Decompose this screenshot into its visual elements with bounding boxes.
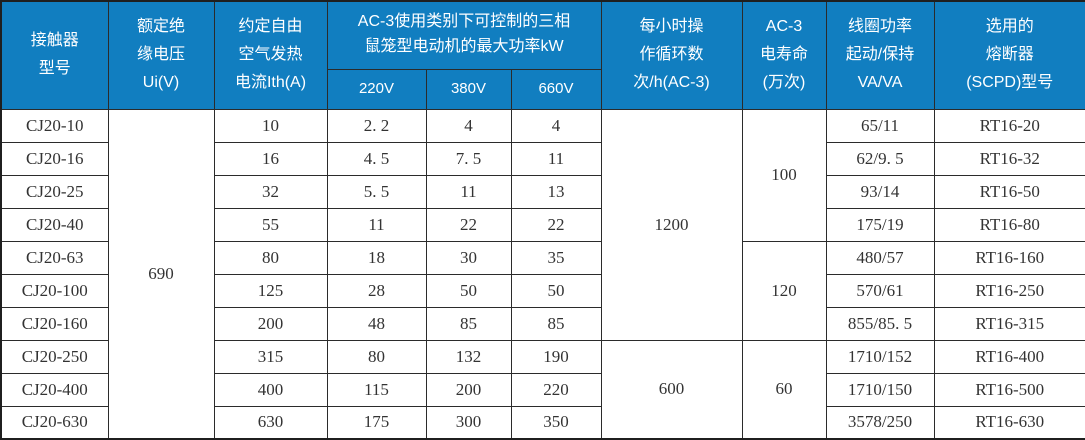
cell-fuse: RT16-250 [933, 273, 1085, 308]
cell-model: CJ20-63 [0, 240, 109, 275]
cell-kw-380v: 85 [425, 306, 512, 341]
cell-kw-660v: 11 [510, 141, 602, 176]
cell-fuse: RT16-630 [933, 405, 1085, 440]
cell-ith: 400 [213, 372, 328, 407]
cell-kw-220v: 48 [326, 306, 427, 341]
cell-kw-220v: 115 [326, 372, 427, 407]
header-operating-cycles: 每小时操 作循环数 次/h(AC-3) [600, 0, 743, 110]
cell-kw-660v: 4 [510, 108, 602, 143]
cell-coil-power: 1710/150 [825, 372, 935, 407]
cell-coil-power: 175/19 [825, 207, 935, 242]
table-row: CJ20-25 32 5. 5 11 13 93/14 RT16-50 [0, 174, 1085, 209]
cell-fuse: RT16-50 [933, 174, 1085, 209]
cell-ith: 315 [213, 339, 328, 374]
cell-kw-380v: 7. 5 [425, 141, 512, 176]
cell-ith: 630 [213, 405, 328, 440]
cell-kw-660v: 190 [510, 339, 602, 374]
table-row: CJ20-16 16 4. 5 7. 5 11 62/9. 5 RT16-32 [0, 141, 1085, 176]
cell-kw-660v: 22 [510, 207, 602, 242]
cell-kw-220v: 11 [326, 207, 427, 242]
cell-model: CJ20-250 [0, 339, 109, 374]
cell-model: CJ20-16 [0, 141, 109, 176]
cell-electrical-life: 100 [741, 108, 827, 242]
cell-coil-power: 855/85. 5 [825, 306, 935, 341]
cell-fuse: RT16-20 [933, 108, 1085, 143]
cell-kw-380v: 50 [425, 273, 512, 308]
cell-kw-660v: 220 [510, 372, 602, 407]
table-row: CJ20-10 690 10 2. 2 4 4 1200 100 65/11 R… [0, 108, 1085, 440]
table-row: CJ20-40 55 11 22 22 175/19 RT16-80 [0, 207, 1085, 242]
header-coil-power: 线圈功率 起动/保持 VA/VA [825, 0, 935, 110]
header-thermal-current: 约定自由 空气发热 电流Ith(A) [213, 0, 328, 110]
cell-model: CJ20-25 [0, 174, 109, 209]
cell-coil-power: 65/11 [825, 108, 935, 143]
cell-kw-380v: 30 [425, 240, 512, 275]
cell-kw-380v: 4 [425, 108, 512, 143]
cell-kw-220v: 28 [326, 273, 427, 308]
cell-operating-cycles: 1200 [600, 108, 743, 341]
cell-kw-380v: 22 [425, 207, 512, 242]
cell-ith: 16 [213, 141, 328, 176]
cell-kw-380v: 132 [425, 339, 512, 374]
cell-kw-660v: 350 [510, 405, 602, 440]
cell-ith: 32 [213, 174, 328, 209]
table-row: CJ20-630 630 175 300 350 3578/250 RT16-6… [0, 405, 1085, 440]
cell-kw-660v: 13 [510, 174, 602, 209]
cell-model: CJ20-10 [0, 108, 109, 143]
cell-fuse: RT16-500 [933, 372, 1085, 407]
cell-fuse: RT16-315 [933, 306, 1085, 341]
header-rated-insulation-voltage: 额定绝 缘电压 Ui(V) [107, 0, 215, 110]
cell-ui-voltage: 690 [107, 108, 215, 440]
cell-ith: 10 [213, 108, 328, 143]
cell-coil-power: 62/9. 5 [825, 141, 935, 176]
header-ac3-electrical-life: AC-3 电寿命 (万次) [741, 0, 827, 110]
cell-model: CJ20-40 [0, 207, 109, 242]
cell-coil-power: 93/14 [825, 174, 935, 209]
cell-model: CJ20-400 [0, 372, 109, 407]
table-body: CJ20-10 690 10 2. 2 4 4 1200 100 65/11 R… [0, 108, 1085, 440]
cell-coil-power: 3578/250 [825, 405, 935, 440]
cell-coil-power: 570/61 [825, 273, 935, 308]
header-660v: 660V [510, 68, 602, 110]
cell-model: CJ20-160 [0, 306, 109, 341]
cell-kw-220v: 2. 2 [326, 108, 427, 143]
cell-ith: 80 [213, 240, 328, 275]
cell-fuse: RT16-400 [933, 339, 1085, 374]
header-fuse-type: 选用的 熔断器 (SCPD)型号 [933, 0, 1085, 110]
table-header: 接触器 型号 额定绝 缘电压 Ui(V) 约定自由 空气发热 电流Ith(A) … [0, 0, 1085, 110]
cell-ith: 200 [213, 306, 328, 341]
cell-model: CJ20-100 [0, 273, 109, 308]
cell-fuse: RT16-160 [933, 240, 1085, 275]
header-380v: 380V [425, 68, 512, 110]
cell-coil-power: 1710/152 [825, 339, 935, 374]
cell-kw-220v: 5. 5 [326, 174, 427, 209]
cell-kw-660v: 35 [510, 240, 602, 275]
cell-fuse: RT16-80 [933, 207, 1085, 242]
cell-kw-220v: 80 [326, 339, 427, 374]
header-220v: 220V [326, 68, 427, 110]
cell-kw-220v: 4. 5 [326, 141, 427, 176]
header-contactor-model: 接触器 型号 [0, 0, 109, 110]
cell-electrical-life: 120 [741, 240, 827, 341]
cell-kw-220v: 175 [326, 405, 427, 440]
table-row: CJ20-160 200 48 85 85 855/85. 5 RT16-315 [0, 306, 1085, 341]
cell-electrical-life: 60 [741, 339, 827, 440]
cell-kw-380v: 300 [425, 405, 512, 440]
cell-fuse: RT16-32 [933, 141, 1085, 176]
cell-model: CJ20-630 [0, 405, 109, 440]
cell-kw-380v: 11 [425, 174, 512, 209]
cell-kw-380v: 200 [425, 372, 512, 407]
cell-ith: 125 [213, 273, 328, 308]
cell-kw-660v: 50 [510, 273, 602, 308]
cell-coil-power: 480/57 [825, 240, 935, 275]
cell-kw-220v: 18 [326, 240, 427, 275]
cell-operating-cycles: 600 [600, 339, 743, 440]
cell-ith: 55 [213, 207, 328, 242]
header-ac3-max-power: AC-3使用类别下可控制的三相 鼠笼型电动机的最大功率kW [326, 0, 602, 70]
cell-kw-660v: 85 [510, 306, 602, 341]
